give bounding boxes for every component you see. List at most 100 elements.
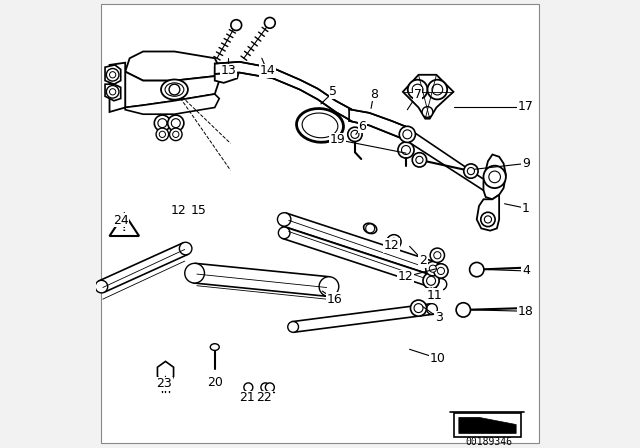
Ellipse shape xyxy=(434,264,447,278)
Circle shape xyxy=(170,128,182,141)
Circle shape xyxy=(403,130,412,139)
Ellipse shape xyxy=(435,279,447,290)
Circle shape xyxy=(264,17,275,28)
Text: 12: 12 xyxy=(171,204,187,217)
Circle shape xyxy=(348,127,362,142)
Circle shape xyxy=(412,153,427,167)
Text: 17: 17 xyxy=(518,100,534,113)
Circle shape xyxy=(109,89,116,95)
Polygon shape xyxy=(292,304,433,332)
Circle shape xyxy=(414,304,423,313)
Ellipse shape xyxy=(211,344,220,350)
Circle shape xyxy=(401,146,410,155)
Bar xyxy=(454,414,520,437)
Circle shape xyxy=(434,264,448,278)
Circle shape xyxy=(158,119,167,128)
Text: 5: 5 xyxy=(330,85,337,98)
Ellipse shape xyxy=(161,79,188,99)
Text: 15: 15 xyxy=(190,204,206,217)
Text: 6: 6 xyxy=(358,120,367,133)
Circle shape xyxy=(489,171,500,183)
Circle shape xyxy=(423,273,439,289)
Polygon shape xyxy=(405,126,483,190)
Circle shape xyxy=(410,300,427,316)
Circle shape xyxy=(109,72,116,78)
Polygon shape xyxy=(215,65,239,83)
Text: 23: 23 xyxy=(156,377,172,390)
Circle shape xyxy=(266,383,275,392)
Polygon shape xyxy=(215,62,351,121)
Polygon shape xyxy=(477,195,499,231)
Circle shape xyxy=(484,216,492,223)
Polygon shape xyxy=(125,52,220,81)
Text: 12: 12 xyxy=(398,270,414,283)
Circle shape xyxy=(432,84,443,95)
Text: 13: 13 xyxy=(220,64,236,77)
Polygon shape xyxy=(194,263,330,297)
Text: 12: 12 xyxy=(384,239,399,252)
Circle shape xyxy=(398,142,414,158)
Polygon shape xyxy=(403,75,454,119)
Circle shape xyxy=(481,212,495,227)
Circle shape xyxy=(422,107,433,117)
Text: 16: 16 xyxy=(326,293,342,306)
Text: 9: 9 xyxy=(522,157,530,170)
Circle shape xyxy=(429,265,436,272)
Text: 20: 20 xyxy=(207,376,223,389)
Polygon shape xyxy=(105,65,121,84)
Circle shape xyxy=(416,156,423,164)
Polygon shape xyxy=(125,72,220,108)
Polygon shape xyxy=(99,243,188,293)
Circle shape xyxy=(437,267,445,275)
Circle shape xyxy=(106,69,119,81)
Circle shape xyxy=(365,224,374,233)
Circle shape xyxy=(154,115,170,131)
Ellipse shape xyxy=(278,227,290,239)
Circle shape xyxy=(244,383,253,392)
Circle shape xyxy=(426,262,440,276)
Ellipse shape xyxy=(296,108,344,142)
Circle shape xyxy=(408,80,428,99)
Text: 8: 8 xyxy=(370,87,378,100)
Ellipse shape xyxy=(185,263,204,283)
Text: 3: 3 xyxy=(435,311,443,324)
Circle shape xyxy=(467,168,474,175)
Circle shape xyxy=(159,131,166,138)
Circle shape xyxy=(434,252,441,259)
Circle shape xyxy=(390,238,397,246)
Circle shape xyxy=(387,235,401,249)
Text: 22: 22 xyxy=(256,391,272,404)
Text: 7: 7 xyxy=(413,87,422,100)
Polygon shape xyxy=(105,84,121,101)
Polygon shape xyxy=(125,94,220,114)
Circle shape xyxy=(430,248,445,263)
Circle shape xyxy=(231,20,242,30)
Polygon shape xyxy=(459,418,516,434)
Polygon shape xyxy=(282,213,443,277)
Text: 2: 2 xyxy=(419,254,427,267)
Circle shape xyxy=(172,119,180,128)
Polygon shape xyxy=(483,155,506,199)
Text: 18: 18 xyxy=(518,305,534,318)
Circle shape xyxy=(168,115,184,131)
Circle shape xyxy=(456,303,470,317)
Polygon shape xyxy=(109,63,125,112)
Ellipse shape xyxy=(319,277,339,297)
Circle shape xyxy=(470,263,484,277)
Text: 14: 14 xyxy=(259,64,275,77)
Ellipse shape xyxy=(427,304,437,314)
Circle shape xyxy=(412,84,423,95)
Text: 4: 4 xyxy=(522,264,530,277)
Text: !: ! xyxy=(122,223,127,233)
Circle shape xyxy=(261,383,270,392)
Polygon shape xyxy=(109,214,139,236)
Circle shape xyxy=(399,126,415,142)
Polygon shape xyxy=(157,362,173,385)
Ellipse shape xyxy=(179,242,192,255)
Text: 1: 1 xyxy=(522,202,530,215)
Ellipse shape xyxy=(278,213,291,226)
Circle shape xyxy=(351,130,359,138)
Text: 24: 24 xyxy=(113,214,129,227)
Circle shape xyxy=(169,84,180,95)
Text: 21: 21 xyxy=(239,391,255,404)
